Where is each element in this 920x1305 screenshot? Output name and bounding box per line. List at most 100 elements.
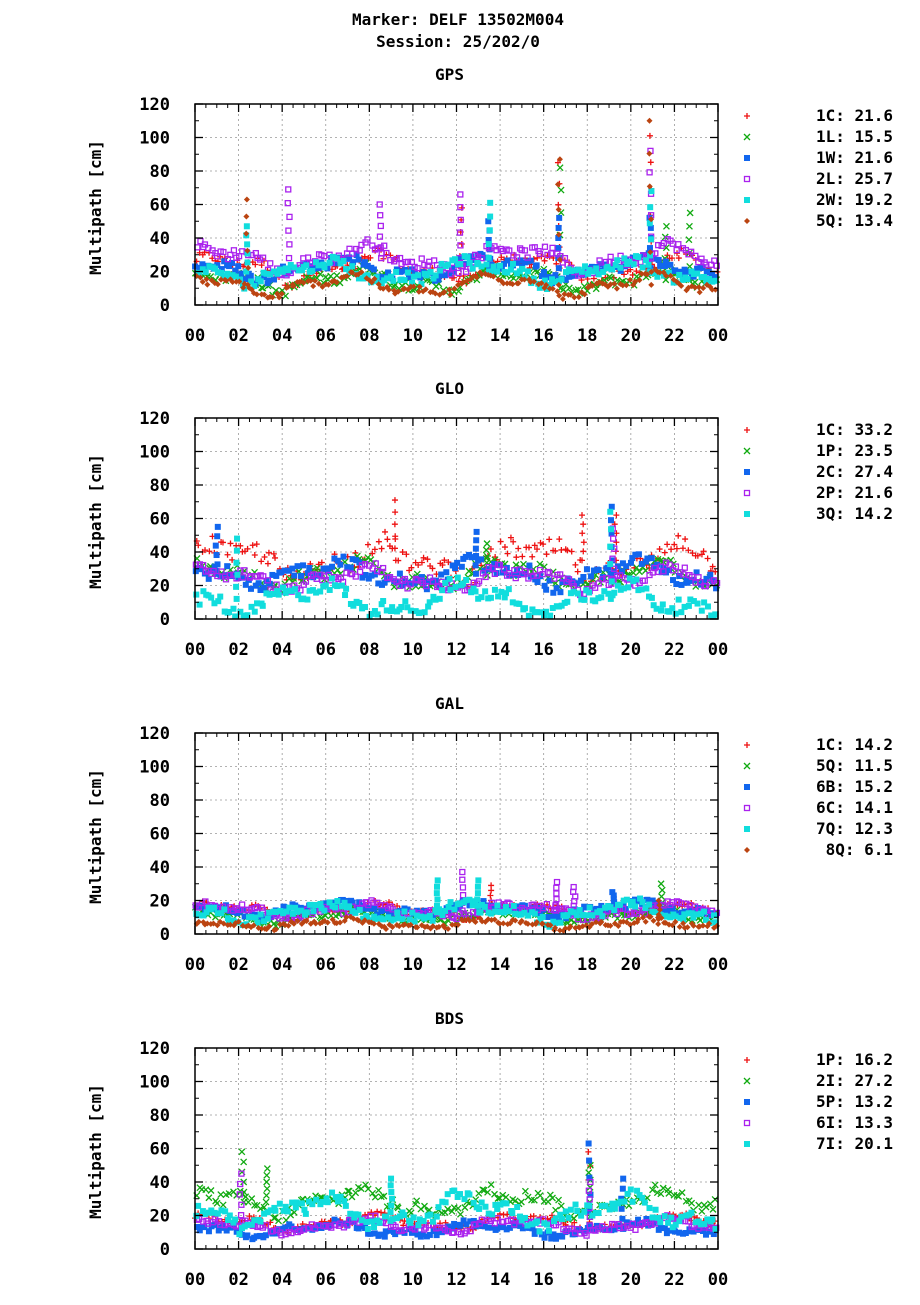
data-point bbox=[334, 898, 341, 905]
data-point bbox=[633, 576, 640, 583]
data-point bbox=[672, 267, 679, 274]
data-point bbox=[589, 268, 596, 275]
data-point bbox=[213, 1199, 221, 1207]
data-point bbox=[385, 269, 392, 276]
data-point bbox=[456, 256, 463, 263]
data-point bbox=[533, 919, 540, 926]
data-point bbox=[480, 898, 487, 905]
data-point bbox=[665, 269, 672, 276]
data-point bbox=[275, 1217, 282, 1225]
y-tick-label: 100 bbox=[139, 758, 170, 778]
spike-point bbox=[388, 1175, 395, 1182]
data-point bbox=[285, 922, 292, 929]
data-point bbox=[491, 561, 498, 568]
data-point bbox=[635, 916, 642, 923]
spike-point bbox=[685, 222, 693, 230]
data-point bbox=[248, 1221, 255, 1228]
data-point bbox=[503, 1200, 510, 1207]
data-point bbox=[218, 910, 225, 917]
spike-point bbox=[657, 880, 665, 888]
data-point bbox=[492, 908, 499, 915]
data-point bbox=[396, 1213, 403, 1220]
data-point bbox=[548, 276, 555, 283]
data-point bbox=[218, 266, 225, 273]
data-point bbox=[404, 269, 411, 276]
data-point bbox=[574, 1208, 581, 1215]
spike-point bbox=[655, 920, 662, 927]
data-point bbox=[315, 280, 322, 287]
panel-title: BDS bbox=[435, 1009, 464, 1028]
data-point bbox=[694, 265, 701, 272]
data-point bbox=[575, 294, 582, 301]
data-point bbox=[611, 907, 618, 914]
data-point bbox=[405, 274, 412, 281]
data-point bbox=[221, 1222, 228, 1229]
data-point bbox=[326, 1222, 333, 1230]
data-point bbox=[581, 291, 588, 298]
spike-point bbox=[553, 884, 560, 891]
data-point bbox=[629, 569, 637, 577]
data-point bbox=[446, 286, 453, 293]
data-point bbox=[349, 263, 356, 270]
data-point bbox=[460, 580, 467, 587]
spike-point bbox=[646, 117, 653, 124]
data-point bbox=[607, 904, 614, 911]
data-point bbox=[352, 1189, 360, 1197]
spike-point bbox=[586, 1183, 594, 1191]
data-point bbox=[266, 909, 273, 916]
spike-point bbox=[285, 227, 292, 234]
data-point bbox=[642, 257, 649, 264]
data-point bbox=[672, 913, 679, 920]
data-point bbox=[218, 276, 225, 283]
data-point bbox=[318, 559, 325, 566]
data-point bbox=[289, 565, 296, 572]
x-tick-label: 16 bbox=[533, 640, 553, 660]
data-point bbox=[710, 912, 717, 919]
data-point bbox=[390, 916, 397, 923]
x-tick-label: 00 bbox=[185, 640, 205, 660]
spike-point bbox=[586, 1174, 593, 1181]
data-point bbox=[378, 545, 385, 552]
data-point bbox=[312, 277, 319, 284]
data-point bbox=[232, 1216, 239, 1223]
data-point bbox=[559, 579, 566, 586]
series-cyan bbox=[194, 188, 719, 292]
x-tick-label: 00 bbox=[185, 1270, 205, 1290]
data-point bbox=[710, 1231, 717, 1238]
data-point bbox=[346, 254, 353, 261]
data-point bbox=[690, 598, 697, 605]
data-point bbox=[411, 1226, 419, 1233]
spike-point bbox=[611, 899, 618, 906]
data-point bbox=[455, 269, 462, 277]
data-point bbox=[319, 283, 326, 290]
data-point bbox=[356, 599, 363, 606]
data-point bbox=[286, 914, 293, 921]
data-point bbox=[547, 612, 554, 619]
data-point bbox=[595, 567, 602, 574]
data-point bbox=[684, 924, 691, 931]
panel-title: GAL bbox=[435, 694, 464, 713]
data-point bbox=[272, 554, 279, 561]
data-point bbox=[562, 276, 569, 283]
data-point bbox=[272, 1207, 279, 1214]
spike-point bbox=[587, 1191, 594, 1198]
data-point bbox=[298, 572, 305, 579]
data-point bbox=[557, 919, 564, 926]
data-point bbox=[207, 1187, 215, 1194]
data-point bbox=[289, 1199, 296, 1206]
data-point bbox=[204, 920, 211, 927]
data-point bbox=[413, 912, 420, 919]
data-point bbox=[671, 541, 678, 548]
data-point bbox=[371, 275, 378, 282]
panel-title: GLO bbox=[435, 379, 464, 398]
data-point bbox=[246, 1213, 253, 1220]
data-point bbox=[558, 1216, 565, 1223]
legend-entry: 5P: 13.2 bbox=[816, 1092, 893, 1111]
data-point bbox=[279, 268, 286, 275]
data-point bbox=[575, 266, 582, 273]
data-point bbox=[497, 562, 504, 569]
data-point bbox=[372, 278, 379, 285]
spike-point bbox=[610, 895, 617, 902]
legend-entry: 1W: 21.6 bbox=[816, 148, 893, 167]
data-point bbox=[202, 547, 209, 554]
